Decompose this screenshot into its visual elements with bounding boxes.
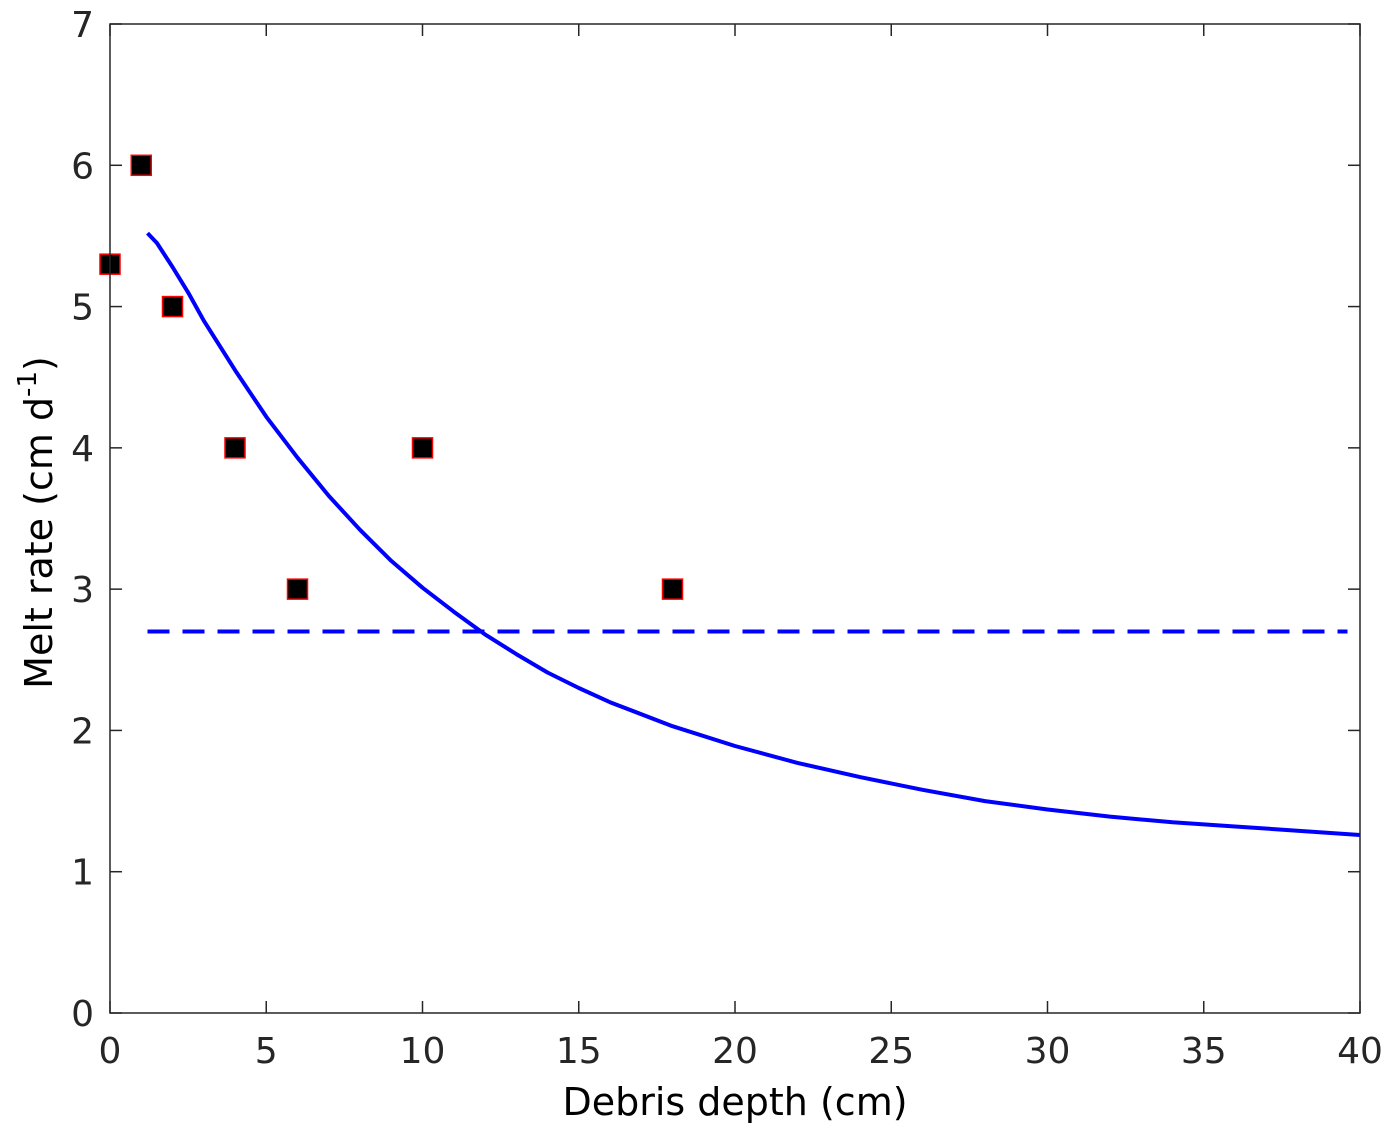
y-tick-label-4: 4 — [71, 429, 94, 470]
axes-box — [109, 23, 1361, 1014]
y-tick-label-3: 3 — [71, 570, 94, 611]
data-point-1 — [130, 154, 152, 177]
y-axis-label-close: ) — [17, 356, 61, 371]
axes: 0 5 10 15 20 25 30 35 40 0 1 2 3 4 5 6 7 — [71, 5, 1383, 1072]
y-axis-label-superscript: -1 — [13, 371, 43, 397]
y-axis-label-main: Melt rate (cm d — [17, 397, 61, 689]
y-tick-label-5: 5 — [71, 288, 94, 329]
data-point-2 — [161, 295, 184, 318]
y-tick-label-7: 7 — [71, 5, 94, 46]
y-axis-label: Melt rate (cm d-1) — [13, 356, 61, 689]
x-tick-label-25: 25 — [868, 1031, 914, 1072]
fitted-curve-line — [146, 231, 1361, 837]
data-point-3 — [224, 437, 246, 459]
y-tick-label-2: 2 — [71, 711, 94, 752]
plot-area — [99, 154, 1361, 837]
x-axis-label: Debris depth (cm) — [562, 1080, 907, 1124]
y-tick-label-1: 1 — [71, 853, 94, 894]
x-tick-label-35: 35 — [1181, 1031, 1227, 1072]
data-point-6 — [661, 578, 684, 600]
x-tick-label-30: 30 — [1025, 1031, 1071, 1072]
y-tick-label-0: 0 — [71, 994, 94, 1035]
x-tick-label-40: 40 — [1337, 1031, 1383, 1072]
x-tick-label-20: 20 — [712, 1031, 758, 1072]
y-tick-label-6: 6 — [71, 146, 94, 187]
data-point-4 — [286, 578, 309, 600]
x-tick-label-0: 0 — [99, 1031, 122, 1072]
data-point-5 — [411, 437, 434, 459]
x-tick-label-5: 5 — [255, 1031, 278, 1072]
x-tick-label-15: 15 — [556, 1031, 602, 1072]
x-tick-label-10: 10 — [400, 1031, 446, 1072]
